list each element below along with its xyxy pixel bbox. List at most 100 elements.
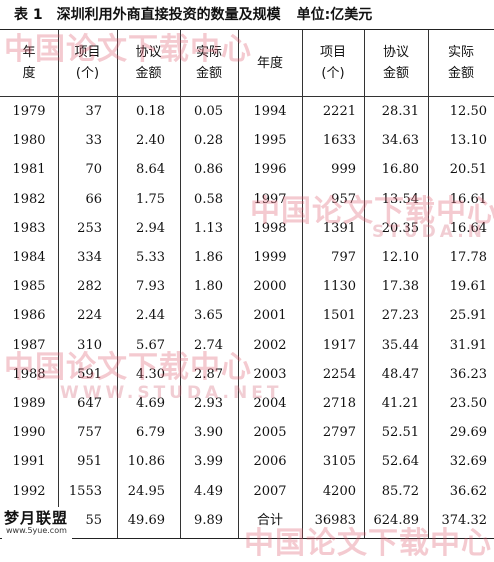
cell-year2: 2005 bbox=[253, 425, 287, 441]
cell-count2: 957 bbox=[331, 191, 356, 207]
cell-agreed: 2.44 bbox=[136, 308, 165, 324]
cell-count2: 1501 bbox=[322, 308, 356, 324]
caption-label: 表 1 bbox=[14, 7, 43, 23]
table-caption: 表 1 深圳利用外商直接投资的数量及规模 单位:亿美元 bbox=[14, 2, 490, 28]
cell-actual: 4.49 bbox=[194, 483, 223, 499]
cell-year2: 2004 bbox=[253, 396, 287, 411]
data-table: 年 度 项目 (个) 协议 金额 实际 金额 年度 项目 (个) 协议 金额 实… bbox=[0, 29, 494, 539]
cell-count: 334 bbox=[77, 250, 102, 265]
cell-count: 66 bbox=[85, 191, 102, 207]
header-agreed2-top: 协议 bbox=[382, 45, 409, 60]
cell-count: 55 bbox=[85, 512, 102, 528]
cell-actual2: 36.62 bbox=[449, 483, 487, 499]
header-actual2-top: 实际 bbox=[447, 45, 474, 60]
header-actual2: 实际 金额 bbox=[428, 30, 494, 96]
column-rule bbox=[238, 30, 239, 538]
cell-actual: 2.87 bbox=[194, 366, 223, 382]
cell-year2: 1998 bbox=[253, 220, 287, 236]
cell-agreed: 7.93 bbox=[136, 279, 165, 295]
header-agreed2: 协议 金额 bbox=[364, 30, 428, 96]
cell-count2: 1917 bbox=[322, 337, 356, 353]
cell-count2: 2221 bbox=[322, 104, 356, 119]
cell-agreed: 5.33 bbox=[136, 250, 165, 265]
cell-actual2: 12.50 bbox=[449, 104, 487, 119]
cell-count2: 3105 bbox=[322, 454, 356, 470]
header-count2: 项目 (个) bbox=[302, 30, 364, 96]
cell-actual: 0.05 bbox=[194, 104, 223, 119]
cell-year: 1980 bbox=[12, 133, 46, 149]
header-actual-bottom: 金额 bbox=[195, 66, 222, 81]
column-rule bbox=[302, 30, 303, 538]
column-rule bbox=[364, 30, 365, 538]
cell-agreed: 2.40 bbox=[136, 133, 165, 149]
cell-year: 1988 bbox=[12, 366, 46, 382]
table-row: 1985 282 7.93 1.80 2000 1130 17.38 19.61 bbox=[0, 272, 494, 301]
cell-agreed: 1.75 bbox=[136, 191, 165, 207]
cell-agreed2: 85.72 bbox=[381, 483, 419, 499]
cell-agreed: 8.64 bbox=[136, 162, 165, 178]
cell-year2: 1994 bbox=[253, 104, 287, 119]
cell-count: 757 bbox=[77, 425, 102, 441]
cell-actual2: 31.91 bbox=[449, 337, 487, 353]
cell-agreed2: 35.44 bbox=[381, 337, 419, 353]
cell-year2: 1997 bbox=[253, 191, 287, 207]
cell-actual: 2.93 bbox=[194, 396, 223, 411]
cell-year: 1987 bbox=[12, 337, 46, 353]
caption-unit: 单位:亿美元 bbox=[296, 7, 373, 23]
cell-agreed: 0.18 bbox=[136, 104, 165, 119]
table-row: 1992 1553 24.95 4.49 2007 4200 85.72 36.62 bbox=[0, 477, 494, 506]
cell-year: 1984 bbox=[12, 250, 46, 265]
cell-year2: 2003 bbox=[253, 366, 287, 382]
cell-actual2: 16.64 bbox=[449, 220, 487, 236]
cell-count: 37 bbox=[85, 104, 102, 119]
cell-agreed2: 16.80 bbox=[381, 162, 419, 178]
table-header: 年 度 项目 (个) 协议 金额 实际 金额 年度 项目 (个) 协议 金额 实… bbox=[0, 30, 494, 97]
cell-year: 1986 bbox=[12, 308, 46, 324]
cell-agreed2: 27.23 bbox=[381, 308, 419, 324]
cell-actual: 3.90 bbox=[194, 425, 223, 441]
cell-agreed: 6.79 bbox=[136, 425, 165, 441]
site-logo: 梦月联盟 www.5yue.com bbox=[2, 507, 72, 539]
cell-count2: 2718 bbox=[322, 396, 356, 411]
cell-actual2: 32.69 bbox=[449, 454, 487, 470]
cell-actual2: 16.61 bbox=[449, 191, 487, 207]
header-actual-top: 实际 bbox=[195, 45, 222, 60]
cell-agreed2: 34.63 bbox=[381, 133, 419, 149]
table-row: 1982 66 1.75 0.58 1997 957 13.54 16.61 bbox=[0, 185, 494, 214]
table-row: 1989 647 4.69 2.93 2004 2718 41.21 23.50 bbox=[0, 389, 494, 418]
cell-count2: 36983 bbox=[314, 512, 356, 528]
header-count2-bottom: (个) bbox=[321, 66, 345, 81]
table-row: 1980 33 2.40 0.28 1995 1633 34.63 13.10 bbox=[0, 126, 494, 155]
cell-year: 1992 bbox=[12, 483, 46, 499]
cell-agreed2: 12.10 bbox=[381, 250, 419, 265]
cell-agreed2: 48.47 bbox=[381, 366, 419, 382]
header-agreed-bottom: 金额 bbox=[135, 66, 162, 81]
cell-actual: 0.86 bbox=[194, 162, 223, 178]
header-year-top: 年 bbox=[22, 45, 36, 60]
cell-agreed2: 52.51 bbox=[381, 425, 419, 441]
cell-agreed: 4.30 bbox=[136, 366, 165, 382]
cell-year: 1991 bbox=[12, 454, 46, 470]
cell-agreed2: 52.64 bbox=[381, 454, 419, 470]
cell-count: 647 bbox=[77, 396, 102, 411]
cell-agreed2: 41.21 bbox=[381, 396, 419, 411]
cell-count: 70 bbox=[85, 162, 102, 178]
column-rule bbox=[117, 30, 118, 538]
cell-actual2: 19.61 bbox=[449, 279, 487, 295]
header-actual: 实际 金额 bbox=[180, 30, 238, 96]
header-count2-top: 项目 bbox=[319, 45, 346, 60]
cell-year2: 2001 bbox=[253, 308, 287, 324]
cell-count: 1553 bbox=[68, 483, 102, 499]
cell-actual: 3.65 bbox=[194, 308, 223, 324]
cell-agreed2: 13.54 bbox=[381, 191, 419, 207]
cell-agreed2: 20.35 bbox=[381, 220, 419, 236]
table-row: 1984 334 5.33 1.86 1999 797 12.10 17.78 bbox=[0, 243, 494, 272]
header-count-bottom: (个) bbox=[75, 66, 100, 81]
cell-count2: 2254 bbox=[322, 366, 356, 382]
cell-count2: 1391 bbox=[322, 220, 356, 236]
cell-year2: 1995 bbox=[253, 133, 287, 149]
cell-year2: 1999 bbox=[253, 250, 287, 265]
cell-year: 1985 bbox=[12, 279, 46, 295]
column-rule bbox=[58, 30, 59, 538]
cell-actual: 2.74 bbox=[194, 337, 223, 353]
